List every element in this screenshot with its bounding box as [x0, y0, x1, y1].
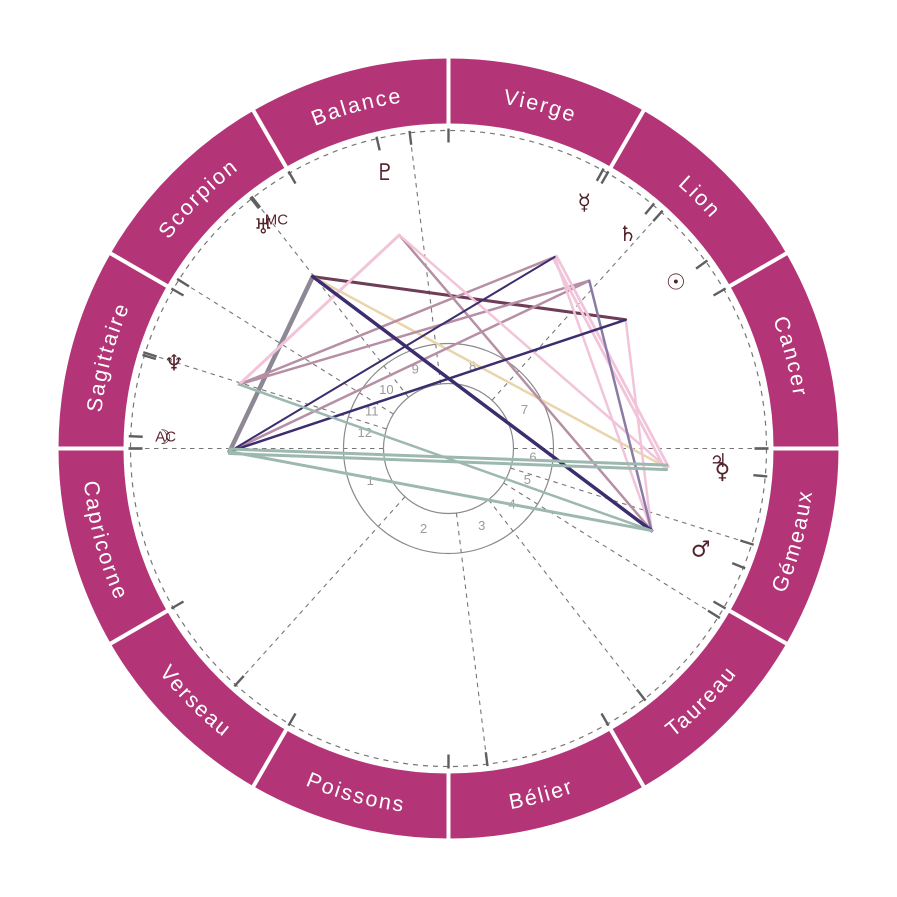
cusp-tick	[707, 609, 721, 620]
ac-label: AC	[155, 429, 176, 446]
aspect-mercury-mars	[553, 255, 653, 532]
degree-ticks	[128, 128, 769, 769]
cusp-tick	[484, 752, 489, 767]
sign-separator	[251, 728, 289, 789]
planet-mercury-glyph: ☿	[577, 191, 591, 216]
planet-saturn-glyph: ♄	[618, 222, 637, 246]
aspect-saturn-mars	[588, 279, 653, 532]
aspect-pluto-neptune	[237, 233, 401, 386]
sign-boundary-tick	[712, 600, 727, 610]
house-number-9: 9	[412, 362, 419, 377]
planet-glyphs: ♇ MC♅ ♆ AC☽ ☿ ♄ ☉ ♀♃ ♂	[154, 160, 730, 562]
house-cusp-line	[455, 512, 488, 763]
aspect-moon-ac-saturn	[228, 279, 591, 453]
planet-tick-neptune	[142, 353, 157, 361]
sign-boundary-tick	[170, 287, 185, 297]
mc-label: MC	[265, 212, 288, 229]
sign-separator	[108, 251, 169, 289]
house-cusp-line	[510, 467, 751, 545]
aspect-uranus-mc-mars	[311, 274, 654, 533]
house-number-2: 2	[420, 521, 427, 536]
aspect-moon-ac-venus	[228, 447, 669, 467]
aspect-moon-ac-venus	[227, 452, 669, 472]
aspect-moon-ac-uranus-mc	[227, 274, 316, 454]
planet-sun-glyph: ☉	[666, 270, 686, 295]
house-cusp-line	[488, 499, 644, 698]
sign-separator	[608, 728, 646, 789]
house-number-3: 3	[478, 518, 485, 533]
planet-tick-sun	[695, 259, 709, 270]
sign-separator	[608, 108, 646, 169]
house-number-7: 7	[521, 402, 528, 417]
planet-tick-saturn	[644, 202, 656, 215]
planet-venus-glyph: ♀	[715, 459, 730, 483]
cusp-tick	[250, 195, 262, 209]
house-number-1: 1	[367, 473, 374, 488]
aspect-moon-ac-mercury	[228, 255, 556, 453]
aspect-uranus-mc-venus	[311, 275, 668, 469]
house-cusp-line	[503, 482, 717, 617]
house-cusp-line	[253, 199, 409, 398]
planet-tick-uranus-mc	[249, 196, 260, 210]
planet-neptune-glyph: ♆	[164, 352, 184, 377]
house-numbers: 123456789101112	[358, 358, 537, 536]
house-cusp-line	[180, 280, 394, 415]
house-number-11: 11	[365, 403, 379, 418]
house-number-5: 5	[524, 472, 531, 487]
aspect-neptune-saturn	[237, 279, 591, 386]
planet-tick-moon-ac	[128, 435, 143, 438]
house-number-8: 8	[469, 358, 476, 373]
aspect-lines	[227, 233, 670, 533]
planet-uranus-mc-glyph: ♅	[254, 215, 273, 239]
cusp-tick	[233, 675, 245, 688]
sign-boundary-tick	[287, 170, 297, 185]
house-cusps	[132, 134, 765, 763]
house-number-6: 6	[529, 449, 536, 464]
planet-tick-mars	[731, 562, 746, 570]
house-cusp-line	[409, 134, 442, 385]
planet-mars-glyph: ♂	[691, 537, 711, 562]
sign-separator	[108, 608, 169, 646]
sign-labels: CancerLionViergeBalanceScorpionSagittair…	[79, 84, 815, 817]
degree-circle	[129, 129, 768, 768]
cusp-tick	[408, 130, 413, 145]
cusp-tick	[652, 209, 664, 222]
planet-tick-mercury	[595, 168, 605, 182]
sign-boundary-tick	[712, 287, 727, 297]
aspect-neptune-mercury	[237, 255, 556, 386]
cusp-tick	[739, 539, 755, 546]
sign-boundary-tick	[600, 712, 610, 727]
planet-tick-pluto	[375, 136, 381, 151]
planet-pluto-glyph: ♇	[375, 160, 396, 186]
planet-moon-ac-glyph: ☽	[154, 425, 172, 449]
aspect-neptune-mars	[237, 383, 653, 532]
sign-separator	[728, 251, 789, 289]
sign-boundary-tick	[600, 170, 610, 185]
aspect-moon-ac-mars	[228, 450, 654, 533]
degree-dashed-circle	[129, 129, 768, 768]
house-number-outer-circle	[342, 342, 555, 555]
sign-boundary-tick	[287, 712, 297, 727]
house-cusp-line	[491, 213, 661, 401]
aspect-sun-mars	[624, 318, 653, 532]
house-cusp-line	[146, 352, 387, 430]
aspect-moon-ac-sun	[228, 318, 627, 453]
sign-separators	[57, 57, 840, 840]
aspect-pluto-mars	[397, 233, 653, 532]
sign-separator	[728, 608, 789, 646]
sign-boundary-tick	[170, 600, 185, 610]
planet-tick-venus	[753, 473, 768, 478]
cusp-tick	[176, 277, 190, 288]
house-number-inner-circle	[382, 382, 515, 515]
aspect-mercury-venus	[555, 254, 670, 469]
inner-circles	[342, 342, 555, 555]
house-cusp-line	[236, 496, 406, 684]
cusp-tick	[635, 688, 647, 702]
planet-jupiter-glyph: ♃	[710, 450, 727, 472]
cusp-tick	[142, 351, 158, 358]
house-number-10: 10	[379, 382, 393, 397]
sign-separator	[251, 108, 289, 169]
